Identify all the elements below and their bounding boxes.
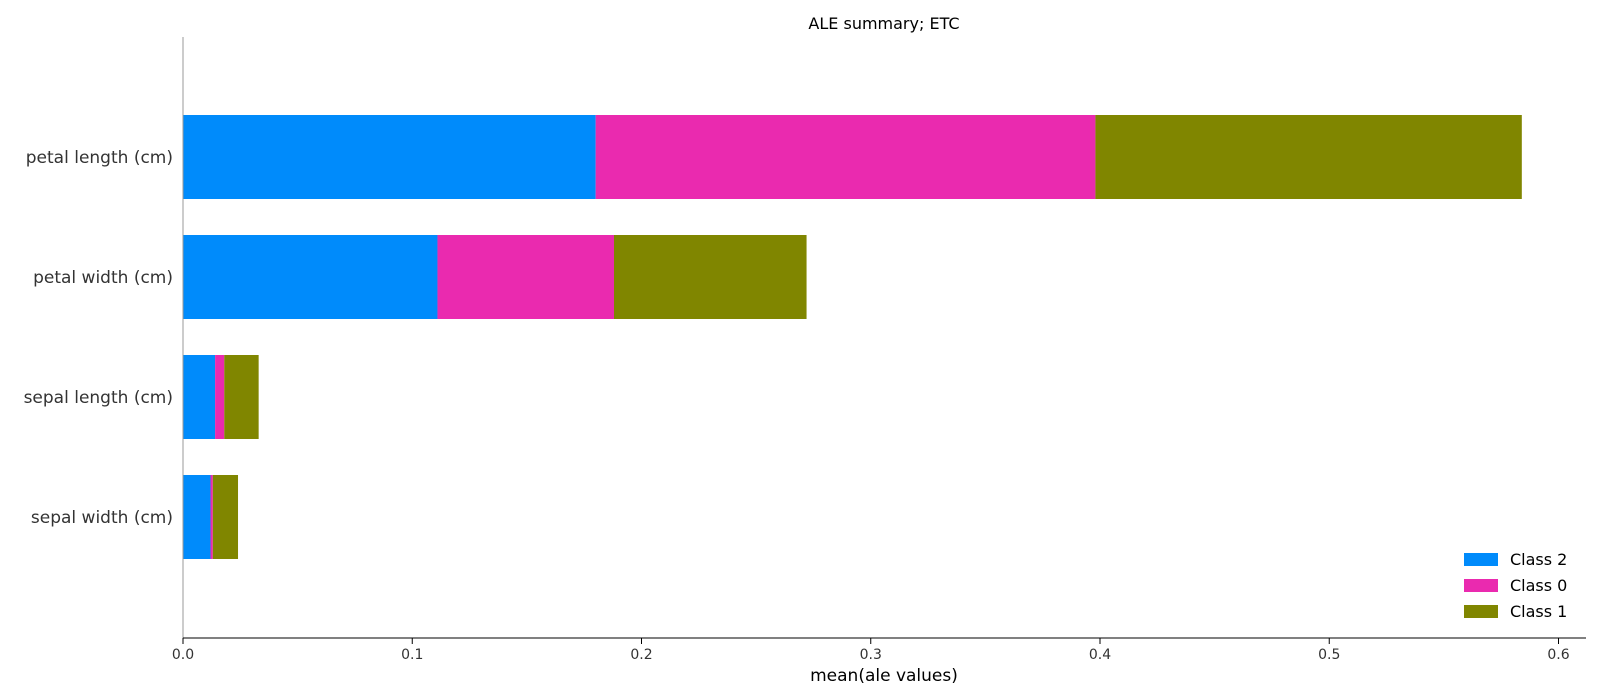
x-tick-label: 0.1: [401, 647, 423, 663]
x-tick-label: 0.2: [630, 647, 652, 663]
y-tick-label: sepal length (cm): [24, 388, 173, 408]
y-tick-label: petal length (cm): [26, 148, 173, 168]
bar-segment-class-2-3: [183, 475, 211, 559]
bars-group: [183, 115, 1522, 559]
bar-segment-class-1-2: [224, 355, 259, 439]
x-tick-label: 0.5: [1318, 647, 1340, 663]
x-ticks: 0.0 0.1 0.2 0.3 0.4 0.5 0.6: [172, 638, 1570, 663]
bar-segment-class-2-1: [183, 235, 438, 319]
bar-segment-class-1-3: [212, 475, 239, 559]
chart-title: ALE summary; ETC: [808, 14, 959, 33]
x-tick-label: 0.6: [1547, 647, 1569, 663]
bar-segment-class-1-1: [613, 235, 807, 319]
legend: Class 2 Class 0 Class 1: [1464, 550, 1567, 621]
bar-segment-class-1-0: [1095, 115, 1522, 199]
x-tick-label: 0.0: [172, 647, 194, 663]
y-tick-label: petal width (cm): [33, 268, 173, 288]
bar-segment-class-2-0: [183, 115, 596, 199]
bar-segment-class-0-1: [437, 235, 614, 319]
legend-label: Class 1: [1510, 602, 1567, 621]
x-axis-label: mean(ale values): [810, 666, 958, 686]
bar-segment-class-2-2: [183, 355, 216, 439]
legend-swatch: [1464, 579, 1498, 592]
legend-label: Class 0: [1510, 576, 1567, 595]
bar-segment-class-0-0: [595, 115, 1096, 199]
bar-segment-class-0-3: [210, 475, 213, 559]
y-tick-label: sepal width (cm): [31, 508, 173, 528]
legend-label: Class 2: [1510, 550, 1567, 569]
bar-segment-class-0-2: [215, 355, 225, 439]
y-tick-labels: petal length (cm) petal width (cm) sepal l…: [24, 148, 173, 528]
legend-swatch: [1464, 605, 1498, 618]
x-tick-label: 0.3: [860, 647, 882, 663]
x-tick-label: 0.4: [1089, 647, 1111, 663]
legend-swatch: [1464, 553, 1498, 566]
